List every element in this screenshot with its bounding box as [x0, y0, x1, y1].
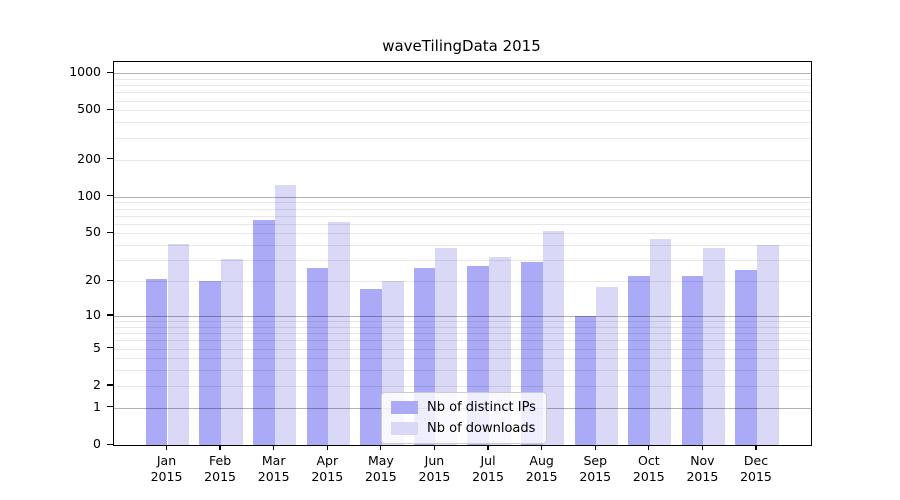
legend: Nb of distinct IPs Nb of downloads [381, 392, 547, 444]
y-tick-label-1000: 1000 [69, 64, 101, 80]
x-tick-label-mar: Mar 2015 [257, 453, 290, 484]
bar-downloads-sep [596, 286, 618, 445]
bar-distinct-ips-jan [145, 278, 168, 445]
x-tick-label-jul: Jul 2015 [472, 453, 504, 484]
x-tick-mark-jul [487, 445, 489, 450]
y-tick-mark-10 [107, 314, 113, 316]
bar-distinct-ips-mar [252, 220, 275, 445]
x-tick-mark-jun [433, 445, 436, 450]
y-tick-label-0: 0 [93, 436, 101, 451]
bar-distinct-ips-oct [628, 276, 650, 445]
y-tick-mark-200 [107, 158, 113, 160]
x-tick-mark-oct [648, 445, 650, 450]
plot-area: Nb of distinct IPs Nb of downloads [113, 61, 812, 446]
x-tick-label-oct: Oct 2015 [632, 453, 665, 484]
y-tick-label-100: 100 [77, 187, 101, 203]
x-tick-label-aug: Aug 2015 [525, 453, 558, 484]
bar-downloads-mar [274, 185, 297, 445]
legend-item-distinct-ips: Nb of distinct IPs [391, 400, 536, 415]
x-tick-label-feb: Feb 2015 [204, 453, 236, 484]
legend-label-downloads: Nb of downloads [427, 421, 536, 436]
x-tick-mark-jan [165, 445, 168, 450]
bar-distinct-ips-may [360, 289, 382, 445]
bar-distinct-ips-apr [306, 267, 329, 445]
y-tick-label-2: 2 [93, 376, 101, 392]
y-tick-label-200: 200 [77, 150, 101, 166]
x-tick-mark-feb [219, 445, 221, 450]
bar-downloads-apr [328, 222, 350, 445]
x-tick-label-dec: Dec 2015 [740, 453, 772, 484]
y-tick-mark-20 [107, 279, 113, 281]
y-tick-mark-1000 [107, 71, 113, 73]
bar-distinct-ips-dec [735, 269, 757, 445]
x-tick-label-jan: Jan 2015 [150, 453, 183, 484]
x-tick-mark-apr [326, 445, 328, 450]
y-tick-mark-1 [107, 406, 113, 408]
y-tick-mark-0 [107, 443, 113, 445]
y-tick-mark-500 [107, 108, 113, 111]
x-tick-mark-aug [541, 445, 543, 450]
x-tick-mark-mar [273, 445, 275, 450]
legend-swatch-distinct-ips [391, 401, 418, 414]
y-tick-label-20: 20 [85, 272, 101, 288]
x-tick-label-nov: Nov 2015 [686, 453, 719, 484]
x-tick-mark-sep [594, 445, 596, 450]
bars-layer [114, 62, 811, 445]
y-tick-mark-2 [107, 384, 113, 386]
bar-downloads-dec [756, 245, 779, 445]
y-tick-label-5: 5 [93, 339, 101, 355]
y-tick-mark-50 [107, 231, 113, 234]
bar-downloads-nov [703, 247, 726, 445]
bar-downloads-oct [649, 238, 672, 445]
x-tick-mark-nov [701, 445, 703, 450]
y-tick-mark-5 [107, 347, 113, 349]
legend-swatch-downloads [391, 422, 418, 435]
y-tick-label-10: 10 [85, 306, 101, 322]
bar-distinct-ips-nov [681, 276, 704, 445]
y-tick-mark-100 [107, 195, 113, 197]
y-tick-label-500: 500 [77, 101, 101, 117]
bar-downloads-feb [221, 258, 243, 445]
legend-label-distinct-ips: Nb of distinct IPs [427, 400, 536, 415]
bar-distinct-ips-feb [199, 281, 222, 445]
x-tick-mark-dec [755, 445, 757, 450]
y-tick-label-1: 1 [93, 398, 101, 414]
x-tick-label-jun: Jun 2015 [418, 453, 451, 484]
y-tick-label-50: 50 [85, 224, 101, 240]
bar-distinct-ips-sep [574, 315, 597, 445]
x-tick-label-sep: Sep 2015 [579, 453, 612, 484]
x-tick-label-may: May 2015 [364, 453, 397, 484]
legend-item-downloads: Nb of downloads [391, 421, 536, 436]
bar-downloads-jan [167, 243, 190, 445]
x-tick-mark-may [380, 445, 382, 450]
x-tick-label-apr: Apr 2015 [311, 453, 344, 484]
chart-title: waveTilingData 2015 [382, 37, 541, 55]
bar-downloads-aug [542, 231, 565, 445]
